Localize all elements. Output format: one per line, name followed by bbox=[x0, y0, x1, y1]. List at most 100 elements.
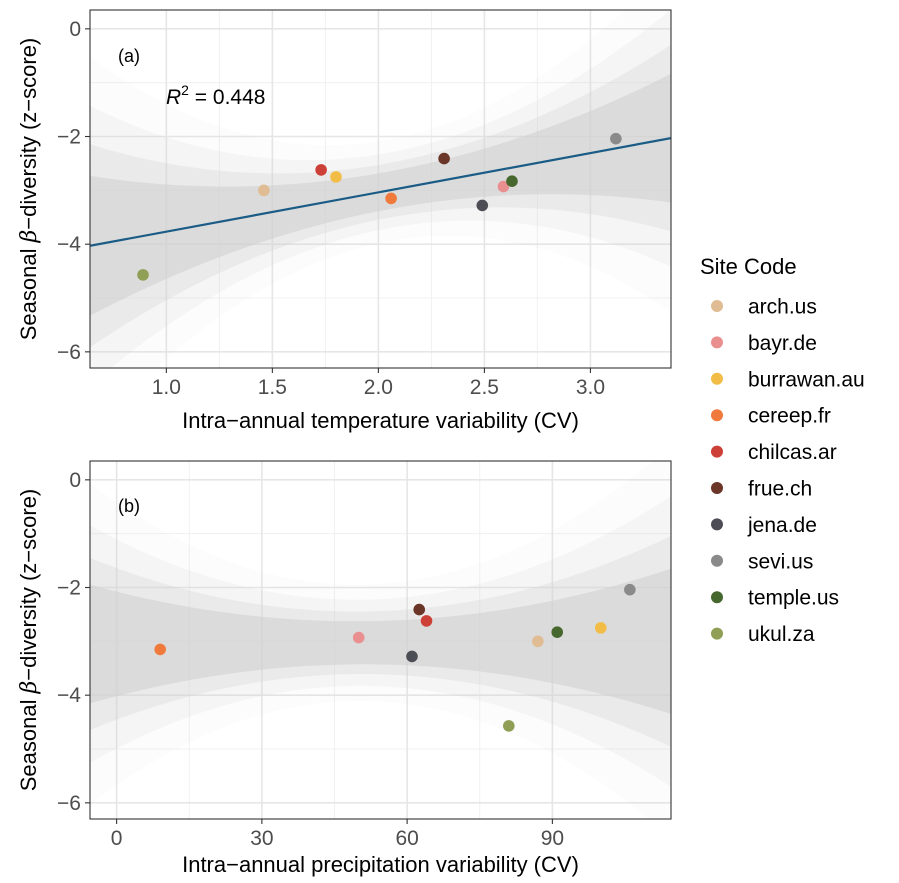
legend-item: cereep.fr bbox=[711, 405, 831, 428]
legend-label: sevi.us bbox=[748, 550, 813, 573]
y-tick-label: 0 bbox=[69, 18, 81, 41]
y-tick-label: −2 bbox=[57, 577, 81, 600]
data-point-burrawan-au bbox=[594, 622, 607, 634]
legend-item: temple.us bbox=[711, 587, 839, 610]
panel-b-y-axis-title: Seasonal β−diversity (z−score) bbox=[16, 489, 42, 792]
legend-swatch bbox=[711, 336, 723, 349]
panel-b-y-ticks: 0 −2 −4 −6 bbox=[57, 469, 90, 815]
regression-fit-line bbox=[90, 137, 671, 247]
legend-label: cereep.fr bbox=[748, 405, 831, 428]
r-squared-value: = 0.448 bbox=[189, 86, 265, 109]
legend-item: burrawan.au bbox=[711, 368, 865, 391]
x-tick-label: 30 bbox=[250, 827, 273, 850]
panel-a: 0 −2 −4 −6 1.0 1.5 2.0 2.5 3.0 (a) R2 = 0.448 I… bbox=[16, 9, 672, 433]
panel-a-y-ticks: 0 −2 −4 −6 bbox=[57, 18, 90, 364]
legend-items: arch.us bayr.de burrawan.au cereep.fr chilca… bbox=[711, 296, 865, 646]
x-tick-label: 60 bbox=[395, 827, 418, 850]
y-tick-label: −6 bbox=[57, 792, 81, 815]
legend-label: jena.de bbox=[747, 514, 817, 537]
legend-swatch bbox=[711, 372, 723, 385]
data-point-sevi-us bbox=[624, 583, 636, 596]
panel-a-tag: (a) bbox=[118, 46, 140, 66]
uncertainty-band-layer bbox=[90, 10, 671, 368]
uncertainty-band-layer bbox=[90, 536, 671, 747]
panel-a-fit-line-group bbox=[90, 137, 671, 247]
panel-b-uncertainty-band bbox=[90, 461, 671, 819]
y-tick-label: −4 bbox=[57, 684, 81, 707]
uncertainty-band-layer bbox=[90, 496, 671, 787]
panel-a-points bbox=[137, 132, 622, 281]
data-point-jena-de bbox=[476, 199, 489, 212]
panel-b-tag: (b) bbox=[118, 496, 140, 516]
legend-swatch bbox=[711, 627, 723, 640]
legend-swatch bbox=[711, 482, 723, 494]
panel-a-y-axis-title: Seasonal β−diversity (z−score) bbox=[16, 38, 42, 341]
r-squared-superscript: 2 bbox=[181, 82, 189, 98]
panel-b-x-axis-title: Intra−annual precipitation variability (… bbox=[182, 852, 579, 877]
y-tick-label: −2 bbox=[57, 126, 81, 149]
panel-b: 0 −2 −4 −6 0 30 60 90 (b) Intra−annual precipi… bbox=[16, 460, 672, 877]
x-tick-label: 3.0 bbox=[576, 376, 605, 399]
legend-label: chilcas.ar bbox=[748, 441, 837, 464]
legend-label: burrawan.au bbox=[748, 368, 865, 391]
legend-swatch bbox=[711, 591, 723, 604]
data-point-burrawan-au bbox=[330, 171, 342, 183]
legend-item: ukul.za bbox=[711, 623, 815, 646]
legend-swatch bbox=[711, 300, 723, 312]
x-tick-label: 90 bbox=[541, 827, 564, 850]
panel-b-border bbox=[89, 460, 672, 820]
panel-b-y-title-post: −diversity (z−score) bbox=[16, 489, 41, 681]
data-point-chilcas-ar bbox=[315, 164, 327, 176]
uncertainty-band-layer bbox=[90, 461, 671, 819]
legend: Site Code arch.us bayr.de burrawan.au ceree… bbox=[700, 254, 865, 646]
panel-a-x-axis-title: Intra−annual temperature variability (CV… bbox=[182, 408, 579, 433]
legend-label: bayr.de bbox=[748, 332, 817, 355]
panel-b-x-ticks: 0 30 60 90 bbox=[111, 819, 564, 850]
y-tick-label: −6 bbox=[57, 341, 81, 364]
data-point-chilcas-ar bbox=[420, 615, 433, 627]
legend-label: arch.us bbox=[748, 296, 817, 319]
legend-item: chilcas.ar bbox=[711, 441, 837, 464]
uncertainty-band-layer bbox=[90, 568, 671, 714]
panel-a-x-ticks: 1.0 1.5 2.0 2.5 3.0 bbox=[152, 368, 605, 399]
x-tick-label: 1.5 bbox=[258, 376, 287, 399]
panel-b-points bbox=[154, 583, 636, 732]
data-point-cereep-fr bbox=[385, 192, 397, 205]
legend-item: frue.ch bbox=[711, 478, 812, 501]
data-point-frue-ch bbox=[438, 152, 450, 165]
y-tick-label: 0 bbox=[69, 469, 81, 492]
legend-item: sevi.us bbox=[711, 550, 813, 573]
r-squared-annotation: R2 = 0.448 bbox=[166, 82, 265, 109]
panel-b-y-title-beta: β bbox=[17, 681, 42, 695]
data-point-jena-de bbox=[406, 650, 418, 663]
data-point-temple-us bbox=[551, 626, 564, 638]
uncertainty-band-layer bbox=[90, 44, 671, 348]
x-tick-label: 2.0 bbox=[364, 376, 393, 399]
data-point-arch-us bbox=[258, 184, 270, 197]
panel-a-y-title-beta: β bbox=[17, 230, 42, 244]
uncertainty-band-layer bbox=[90, 73, 671, 316]
legend-swatch bbox=[711, 445, 723, 458]
legend-item: jena.de bbox=[711, 514, 817, 537]
data-point-bayr-de bbox=[352, 631, 365, 644]
legend-item: bayr.de bbox=[711, 332, 817, 355]
data-point-ukul-za bbox=[503, 720, 515, 732]
panel-a-border bbox=[89, 9, 672, 369]
x-tick-label: 2.5 bbox=[470, 376, 499, 399]
x-tick-label: 0 bbox=[111, 827, 123, 850]
data-point-temple-us bbox=[506, 175, 518, 187]
legend-label: frue.ch bbox=[748, 478, 812, 501]
panel-b-y-title-pre: Seasonal bbox=[16, 693, 41, 791]
panel-a-uncertainty-band bbox=[90, 10, 671, 368]
data-point-arch-us bbox=[532, 635, 544, 648]
data-point-frue-ch bbox=[413, 603, 426, 616]
r-squared-symbol: R bbox=[166, 86, 181, 109]
legend-item: arch.us bbox=[711, 296, 817, 319]
uncertainty-band-layer bbox=[90, 10, 671, 368]
legend-title: Site Code bbox=[700, 254, 797, 279]
legend-swatch bbox=[711, 409, 723, 422]
y-tick-label: −4 bbox=[57, 233, 81, 256]
data-point-bayr-de bbox=[497, 180, 510, 193]
data-point-sevi-us bbox=[610, 132, 622, 145]
